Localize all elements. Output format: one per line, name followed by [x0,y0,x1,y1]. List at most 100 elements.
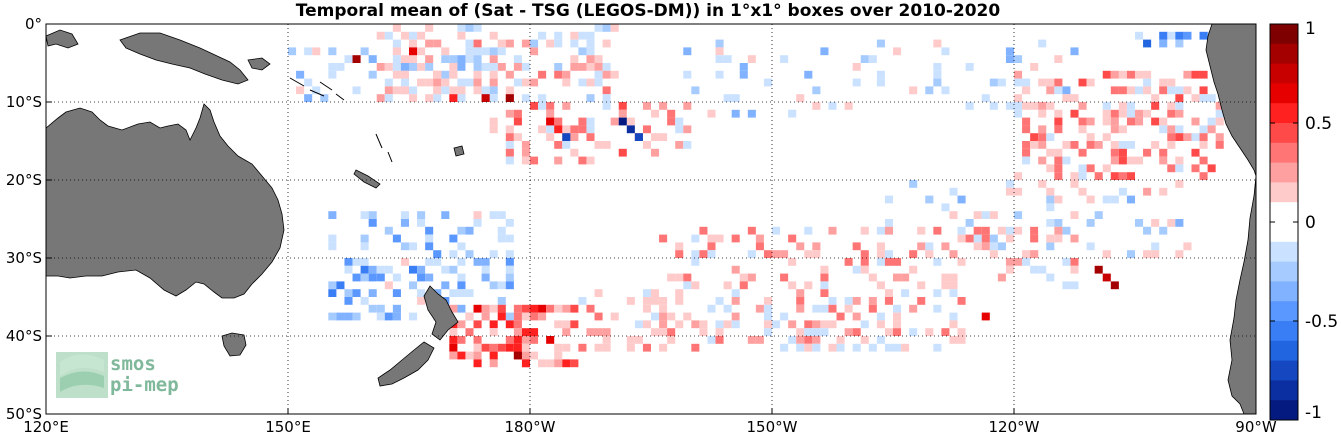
data-cell [1135,31,1144,40]
data-cell [1014,55,1023,63]
data-cell [1005,47,1014,56]
data-cell [554,31,563,40]
data-cell [368,55,377,63]
data-cell [747,226,756,235]
colorbar-segment [1270,222,1298,243]
data-cell [1086,117,1095,126]
data-cell [796,289,805,297]
data-cell [788,234,797,243]
data-cell [1022,78,1031,87]
data-cell [1191,70,1200,79]
data-cell [505,343,514,352]
data-cell [594,55,603,63]
data-cell-highlight [562,133,571,141]
data-cell [884,328,893,336]
data-cell [1126,117,1135,126]
data-cell [521,351,530,360]
data-cell [755,234,764,243]
data-cell [691,320,700,329]
data-cell [1159,78,1168,87]
data-cell [1054,164,1063,173]
data-cell [1175,109,1184,118]
data-cell [328,70,337,79]
data-cell [691,234,700,243]
data-cell [586,63,595,71]
data-cell [1183,86,1192,95]
data-cell [465,289,474,297]
data-cell [586,94,595,102]
data-cell [747,250,756,258]
data-cell-highlight [1110,281,1119,290]
data-cell [1014,70,1023,79]
data-cell [893,258,902,266]
data-cell [417,273,426,282]
data-cell [642,320,651,329]
data-cell [981,94,990,102]
data-cell [497,226,506,235]
data-cell [562,141,571,149]
data-cell [868,55,877,63]
data-cell [384,86,393,95]
data-cell [513,304,522,313]
data-cell [417,265,426,274]
data-cell [1022,117,1031,126]
data-cell [425,242,434,251]
data-cell [1110,117,1119,126]
data-cell [788,258,797,266]
data-cell [1126,195,1135,204]
data-cell [659,328,668,336]
data-cell [610,117,619,126]
data-cell [909,304,918,313]
data-cell [1038,109,1047,118]
data-cell [1030,94,1039,102]
data-cell [642,141,651,149]
data-cell [691,250,700,258]
data-cell [868,273,877,282]
data-cell [699,226,708,235]
data-cell [949,211,958,219]
data-cell [707,250,716,258]
data-cell [441,211,450,219]
data-cell [1070,94,1079,102]
data-cell [683,47,692,56]
data-cell [304,47,313,56]
data-cell [554,117,563,126]
data-cell [1102,102,1111,110]
data-cell [513,312,522,321]
data-cell [521,328,530,336]
data-cell [651,148,660,157]
data-cell [949,281,958,290]
data-cell [1159,39,1168,48]
data-cell [441,78,450,87]
lat-tick-label: 30°S [6,249,42,267]
data-cell [505,125,514,134]
data-cell [578,31,587,40]
data-cell [659,343,668,352]
data-cell [884,219,893,227]
data-cell [562,320,571,329]
data-cell [1135,86,1144,95]
data-cell [392,312,401,321]
data-cell [1199,156,1208,165]
data-cell [457,94,466,102]
data-cell [1126,109,1135,118]
data-cell [1215,102,1224,110]
data-cell [747,234,756,243]
data-cell [981,242,990,251]
data-cell [965,219,974,227]
data-cell [1175,102,1184,110]
data-cell [392,70,401,79]
data-cell [747,336,756,344]
data-cell [925,195,934,204]
data-cell [1005,55,1014,63]
data-cell [1022,102,1031,110]
data-cell [1014,102,1023,110]
data-cell [417,78,426,87]
data-cell [1005,234,1014,243]
data-cell [812,328,821,336]
data-cell-highlight [409,47,418,56]
data-cell [675,258,684,266]
data-cell [1038,141,1047,149]
data-cell [505,336,514,344]
data-cell [328,289,337,297]
